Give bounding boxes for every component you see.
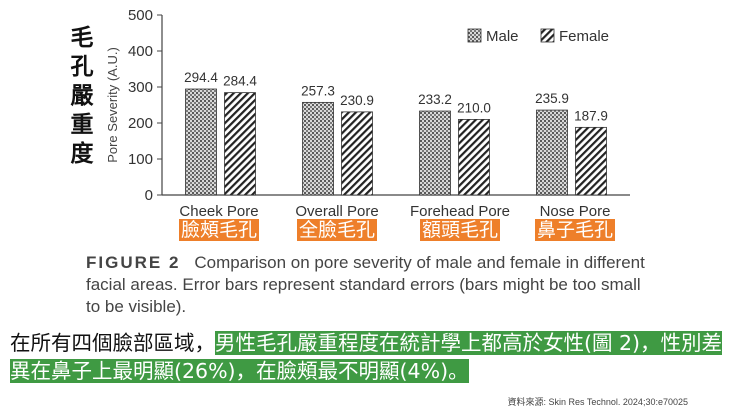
category-label-zh: 臉頰毛孔 (178, 219, 259, 241)
bar-male (419, 110, 451, 196)
bar-male (536, 109, 568, 196)
bar-female (575, 126, 607, 196)
category-label-zh: 全臉毛孔 (296, 219, 377, 241)
category-label-en: Cheek Pore (179, 203, 259, 220)
bar-chart: 0 100 200 300 400 500 Pore Severity (A.U.) 294.… (105, 7, 630, 204)
source-citation: 資料來源: Skin Res Technol. 2024;30:e70025 (507, 397, 688, 407)
y-axis-title: Pore Severity (A.U.) (105, 47, 120, 163)
data-label-male: 235.9 (535, 91, 569, 106)
category-overall: Overall Pore 全臉毛孔 (284, 203, 390, 241)
summary-highlight-1: 男性毛孔嚴重程度在統計學上都高於女性 (215, 331, 584, 355)
category-label-zh: 額頭毛孔 (419, 219, 500, 241)
figure-label: FIGURE 2 (86, 253, 181, 272)
category-label-en: Overall Pore (295, 203, 379, 220)
data-label-female: 230.9 (340, 93, 374, 108)
summary-text: 在所有四個臉部區域，男性毛孔嚴重程度在統計學上都高於女性(圖 2)，性別差異在鼻… (10, 329, 730, 385)
y-tick-label: 200 (128, 115, 153, 132)
category-label-zh: 鼻子毛孔 (534, 219, 615, 241)
category-forehead: Forehead Pore 額頭毛孔 (398, 203, 522, 241)
bar-female (458, 119, 490, 196)
category-nose: Nose Pore 鼻子毛孔 (522, 203, 628, 241)
category-label-en: Nose Pore (539, 203, 611, 220)
data-label-male: 294.4 (184, 70, 218, 85)
category-label-en: Forehead Pore (409, 203, 511, 220)
caption-text: Comparison on pore severity of male and … (86, 253, 645, 316)
category-cheek: Cheek Pore 臉頰毛孔 (166, 203, 272, 241)
legend-label-male: Male (486, 28, 519, 45)
bar-female (224, 92, 256, 196)
data-label-male: 233.2 (418, 92, 452, 107)
summary-part1: 在所有四個臉部區域， (10, 331, 215, 355)
bar-male (185, 88, 217, 196)
y-tick-label: 400 (128, 43, 153, 60)
vlabel-char: 孔 (70, 54, 94, 80)
legend-swatch-male (467, 28, 482, 43)
data-label-female: 284.4 (223, 74, 257, 89)
vlabel-char: 重 (70, 112, 94, 138)
vlabel-char: 嚴 (70, 83, 94, 109)
legend-swatch-female (540, 28, 555, 43)
y-tick-label: 500 (128, 7, 153, 24)
vlabel-char: 毛 (70, 25, 94, 51)
vlabel-char: 度 (70, 141, 94, 167)
data-label-female: 187.9 (574, 108, 608, 123)
data-label-female: 210.0 (457, 100, 491, 115)
y-tick-label: 0 (145, 187, 153, 204)
legend-label-female: Female (559, 28, 609, 45)
y-tick-label: 300 (128, 79, 153, 96)
bar-male (302, 101, 334, 196)
y-tick-label: 100 (128, 151, 153, 168)
data-label-male: 257.3 (301, 83, 335, 98)
figure-caption: FIGURE 2 Comparison on pore severity of m… (86, 252, 646, 318)
pore-severity-vertical-label: 毛 孔 嚴 重 度 (68, 24, 96, 169)
bar-female (341, 111, 373, 196)
